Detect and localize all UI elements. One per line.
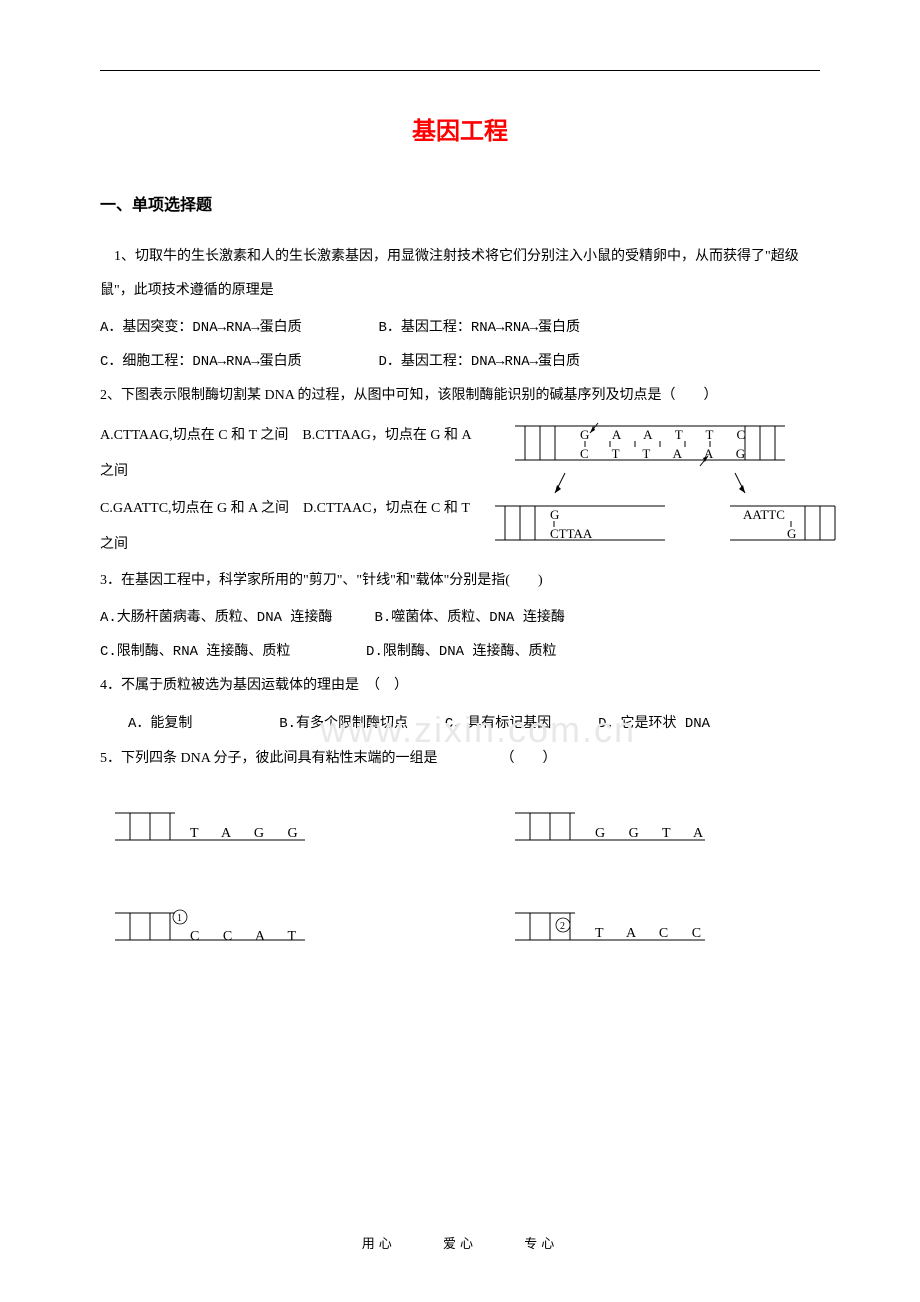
footer: 用心 爱心 专心 bbox=[0, 1233, 920, 1252]
q3-options-row2: C.限制酶、RNA 连接酶、质粒 D.限制酶、DNA 连接酶、质粒 bbox=[100, 636, 820, 670]
q5-fragments-row1: T A G G G G T A bbox=[110, 805, 820, 855]
f4-seq: T A C C bbox=[595, 926, 710, 941]
q3-optA: A.大肠杆菌病毒、质粒、DNA 连接酶 bbox=[100, 610, 332, 626]
top-rule bbox=[100, 70, 820, 71]
q3-optB: B.噬菌体、质粒、DNA 连接酶 bbox=[374, 610, 564, 626]
svg-text:AATTC: AATTC bbox=[743, 507, 785, 522]
q1-optC: C．细胞工程：DNA→RNA→蛋白质 bbox=[100, 354, 302, 370]
restriction-enzyme-diagram: G A A T T C C T T A A G bbox=[490, 418, 840, 573]
content: 基因工程 一、单项选择题 1、切取牛的生长激素和人的生长激素基因，用显微注射技术… bbox=[100, 111, 820, 955]
q3-options-row1: A.大肠杆菌病毒、质粒、DNA 连接酶 B.噬菌体、质粒、DNA 连接酶 bbox=[100, 602, 820, 636]
q1-optA: A．基因突变：DNA→RNA→蛋白质 bbox=[100, 320, 302, 336]
q2-optA: A.CTTAAG,切点在 C 和 T 之间 bbox=[100, 428, 288, 443]
f1-seq: T A G G bbox=[190, 826, 308, 841]
q4-optA: A．能复制 bbox=[128, 716, 192, 732]
footer-c: 专心 bbox=[524, 1236, 558, 1251]
fragment-3: 1 C C A T bbox=[110, 905, 310, 955]
footer-a: 用心 bbox=[362, 1236, 396, 1251]
q2-container: A.CTTAAG,切点在 C 和 T 之间 B.CTTAAG，切点在 G 和 A… bbox=[100, 418, 820, 564]
q1-text: 1、切取牛的生长激素和人的生长激素基因，用显微注射技术将它们分别注入小鼠的受精卵… bbox=[100, 240, 820, 307]
fragment-2: G G T A bbox=[510, 805, 710, 855]
q2-options: A.CTTAAG,切点在 C 和 T 之间 B.CTTAAG，切点在 G 和 A… bbox=[100, 418, 480, 564]
q1-options-row2: C．细胞工程：DNA→RNA→蛋白质 D．基因工程：DNA→RNA→蛋白质 bbox=[100, 346, 820, 380]
circle-1: 1 bbox=[177, 913, 182, 924]
q3-optD: D.限制酶、DNA 连接酶、质粒 bbox=[366, 644, 556, 660]
q1-optD: D．基因工程：DNA→RNA→蛋白质 bbox=[378, 354, 580, 370]
q2-optC: C.GAATTC,切点在 G 和 A 之间 bbox=[100, 501, 289, 516]
q2-intro: 2、下图表示限制酶切割某 DNA 的过程，从图中可知，该限制酶能识别的碱基序列及… bbox=[100, 379, 820, 413]
f3-seq: C C A T bbox=[190, 929, 306, 944]
svg-text:CTTAA: CTTAA bbox=[550, 526, 593, 541]
fragment-1: T A G G bbox=[110, 805, 310, 855]
q1-optB: B．基因工程：RNA→RNA→蛋白质 bbox=[378, 320, 580, 336]
svg-text:G A A T T C: G A A T T C bbox=[580, 427, 755, 442]
q3-optC: C.限制酶、RNA 连接酶、质粒 bbox=[100, 644, 290, 660]
q4-text: 4．不属于质粒被选为基因运载体的理由是 （ ） bbox=[100, 669, 820, 703]
watermark: www.zixin.com.cn bbox=[320, 709, 636, 751]
q5-fragments-row2: 1 C C A T 2 T A C C bbox=[110, 905, 820, 955]
page-title: 基因工程 bbox=[100, 111, 820, 146]
circle-2: 2 bbox=[560, 921, 565, 932]
svg-text:G: G bbox=[550, 507, 559, 522]
section-header: 一、单项选择题 bbox=[100, 191, 820, 215]
footer-b: 爱心 bbox=[443, 1236, 477, 1251]
f2-seq: G G T A bbox=[595, 826, 710, 841]
svg-text:C T T A A G: C T T A A G bbox=[580, 446, 755, 461]
svg-text:G: G bbox=[787, 526, 796, 541]
fragment-4: 2 T A C C bbox=[510, 905, 710, 955]
q1-options-row1: A．基因突变：DNA→RNA→蛋白质 B．基因工程：RNA→RNA→蛋白质 bbox=[100, 312, 820, 346]
